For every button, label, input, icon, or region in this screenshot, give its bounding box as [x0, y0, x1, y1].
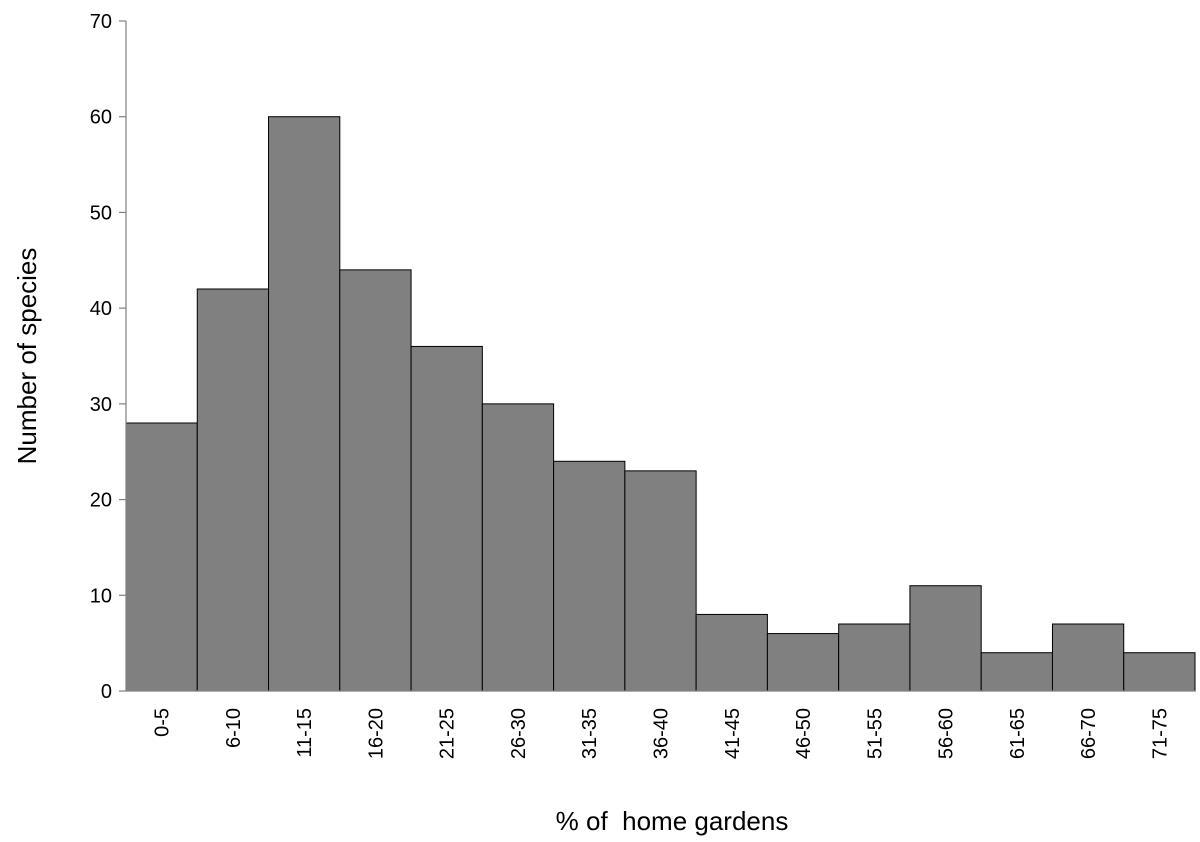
bar-21-25 [410, 345, 483, 692]
x-tick-label: 6-10 [223, 708, 245, 748]
y-tick-label: 50 [90, 202, 112, 224]
x-tick-label: 0-5 [152, 708, 174, 737]
x-tick-label: 36-40 [651, 708, 673, 759]
bar-11-15 [268, 116, 341, 692]
y-tick-label: 70 [90, 11, 112, 33]
bar-56-60 [909, 585, 982, 692]
bar-46-50 [766, 633, 840, 692]
x-tick-label: 11-15 [294, 708, 316, 758]
x-tick-label: 66-70 [1078, 708, 1100, 759]
bar-66-70 [1051, 623, 1125, 692]
bar-41-45 [695, 613, 768, 692]
x-tick-label: 26-30 [508, 708, 530, 759]
x-tick-label: 61-65 [1007, 708, 1029, 759]
y-tick-label: 20 [90, 490, 112, 512]
x-tick-label: 31-35 [579, 708, 601, 759]
bar-61-65 [980, 652, 1053, 692]
axes-group [125, 21, 1195, 692]
x-tick-label: 51-55 [864, 708, 886, 759]
x-ticks-group: 0-5 6-10 11-15 16-20 21-25 26-30 31-35 36-40 41-… [152, 708, 1172, 759]
x-tick-label: 16-20 [365, 708, 387, 759]
x-axis-title: % of home gardens [556, 806, 789, 836]
y-ticks-group: 0 10 20 30 40 50 60 70 [90, 11, 126, 703]
bar-36-40 [624, 470, 697, 692]
bar-51-55 [838, 623, 911, 692]
bars-group [125, 116, 1196, 692]
bar-31-35 [553, 460, 626, 692]
bar-6-10 [196, 288, 270, 692]
bar-0-5 [125, 422, 198, 692]
y-tick-label: 0 [101, 681, 112, 703]
bar-16-20 [339, 269, 412, 692]
y-tick-label: 30 [90, 394, 112, 416]
x-tick-label: 46-50 [793, 708, 815, 759]
bar-26-30 [481, 403, 555, 692]
x-tick-label: 21-25 [437, 708, 459, 759]
y-tick-label: 60 [90, 107, 112, 129]
y-tick-label: 10 [90, 585, 112, 607]
x-tick-label: 41-45 [722, 708, 744, 759]
y-tick-label: 40 [90, 298, 112, 320]
x-tick-label: 56-60 [936, 708, 958, 759]
x-tick-label: 71-75 [1149, 708, 1171, 759]
y-axis-title: Number of species [12, 248, 42, 465]
bar-71-75 [1123, 652, 1196, 692]
